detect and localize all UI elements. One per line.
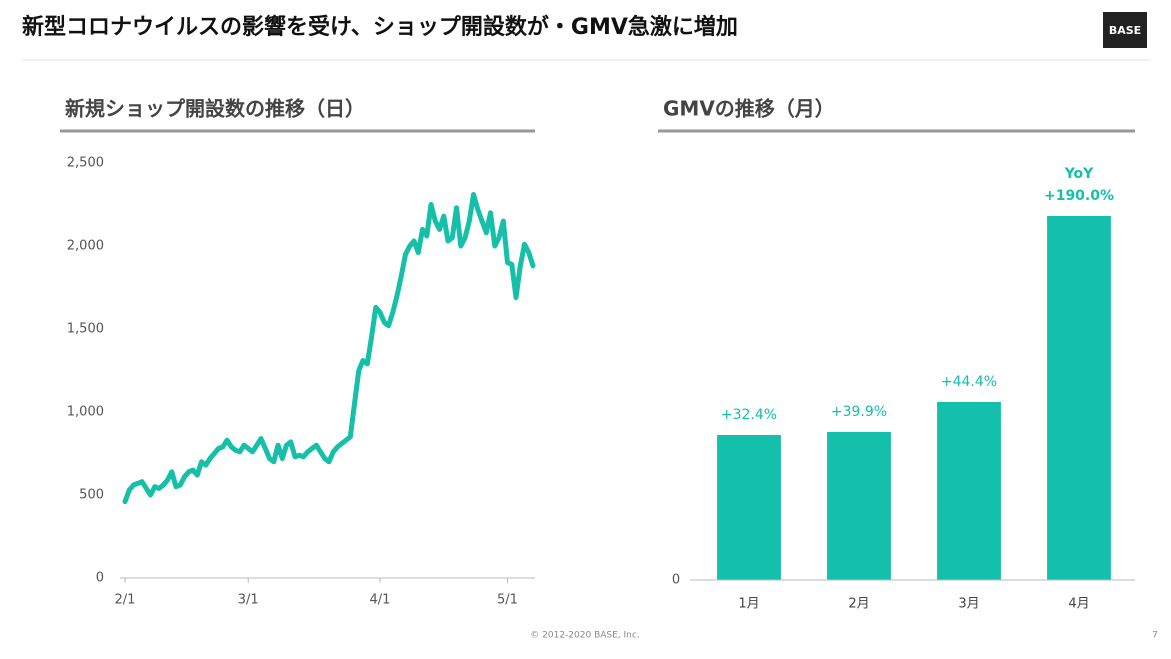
x-tick-label: 3月 <box>958 597 979 612</box>
bar <box>827 432 891 580</box>
copyright: © 2012-2020 BASE, Inc. <box>530 631 639 641</box>
bar <box>937 402 1001 580</box>
growth-label: +39.9% <box>831 404 887 420</box>
growth-label: +32.4% <box>721 407 777 423</box>
bar <box>717 435 781 580</box>
y-tick-label: 2,000 <box>67 239 104 254</box>
x-tick-label: 4/1 <box>370 593 391 608</box>
page-number: 7 <box>1152 631 1158 641</box>
y-tick-label: 1,000 <box>67 405 104 420</box>
x-tick-label: 2/1 <box>115 593 136 608</box>
y-tick-label: 2,500 <box>67 156 104 171</box>
logo: BASE <box>1109 24 1141 37</box>
line-series <box>122 192 536 505</box>
y-tick-label: 1,500 <box>67 322 104 337</box>
x-tick-label: 5/1 <box>497 593 518 608</box>
growth-label: +190.0% <box>1044 188 1114 204</box>
y-tick-label: 500 <box>79 488 104 503</box>
y-tick-label: 0 <box>96 571 104 586</box>
x-tick-label: 4月 <box>1068 597 1089 612</box>
y-tick-label: 0 <box>672 573 680 588</box>
x-tick-label: 1月 <box>738 597 759 612</box>
growth-label: +44.4% <box>941 374 997 390</box>
chart-title: 新規ショップ開設数の推移（日） <box>65 97 365 121</box>
chart-title: GMVの推移（月） <box>663 97 835 121</box>
x-tick-label: 3/1 <box>238 593 259 608</box>
bar <box>1047 216 1111 580</box>
x-tick-label: 2月 <box>848 597 869 612</box>
annotation: YoY <box>1064 166 1094 182</box>
logo-box <box>1103 12 1147 48</box>
slide-title: 新型コロナウイルスの影響を受け、ショップ開設数が・GMV急激に増加 <box>22 14 738 40</box>
